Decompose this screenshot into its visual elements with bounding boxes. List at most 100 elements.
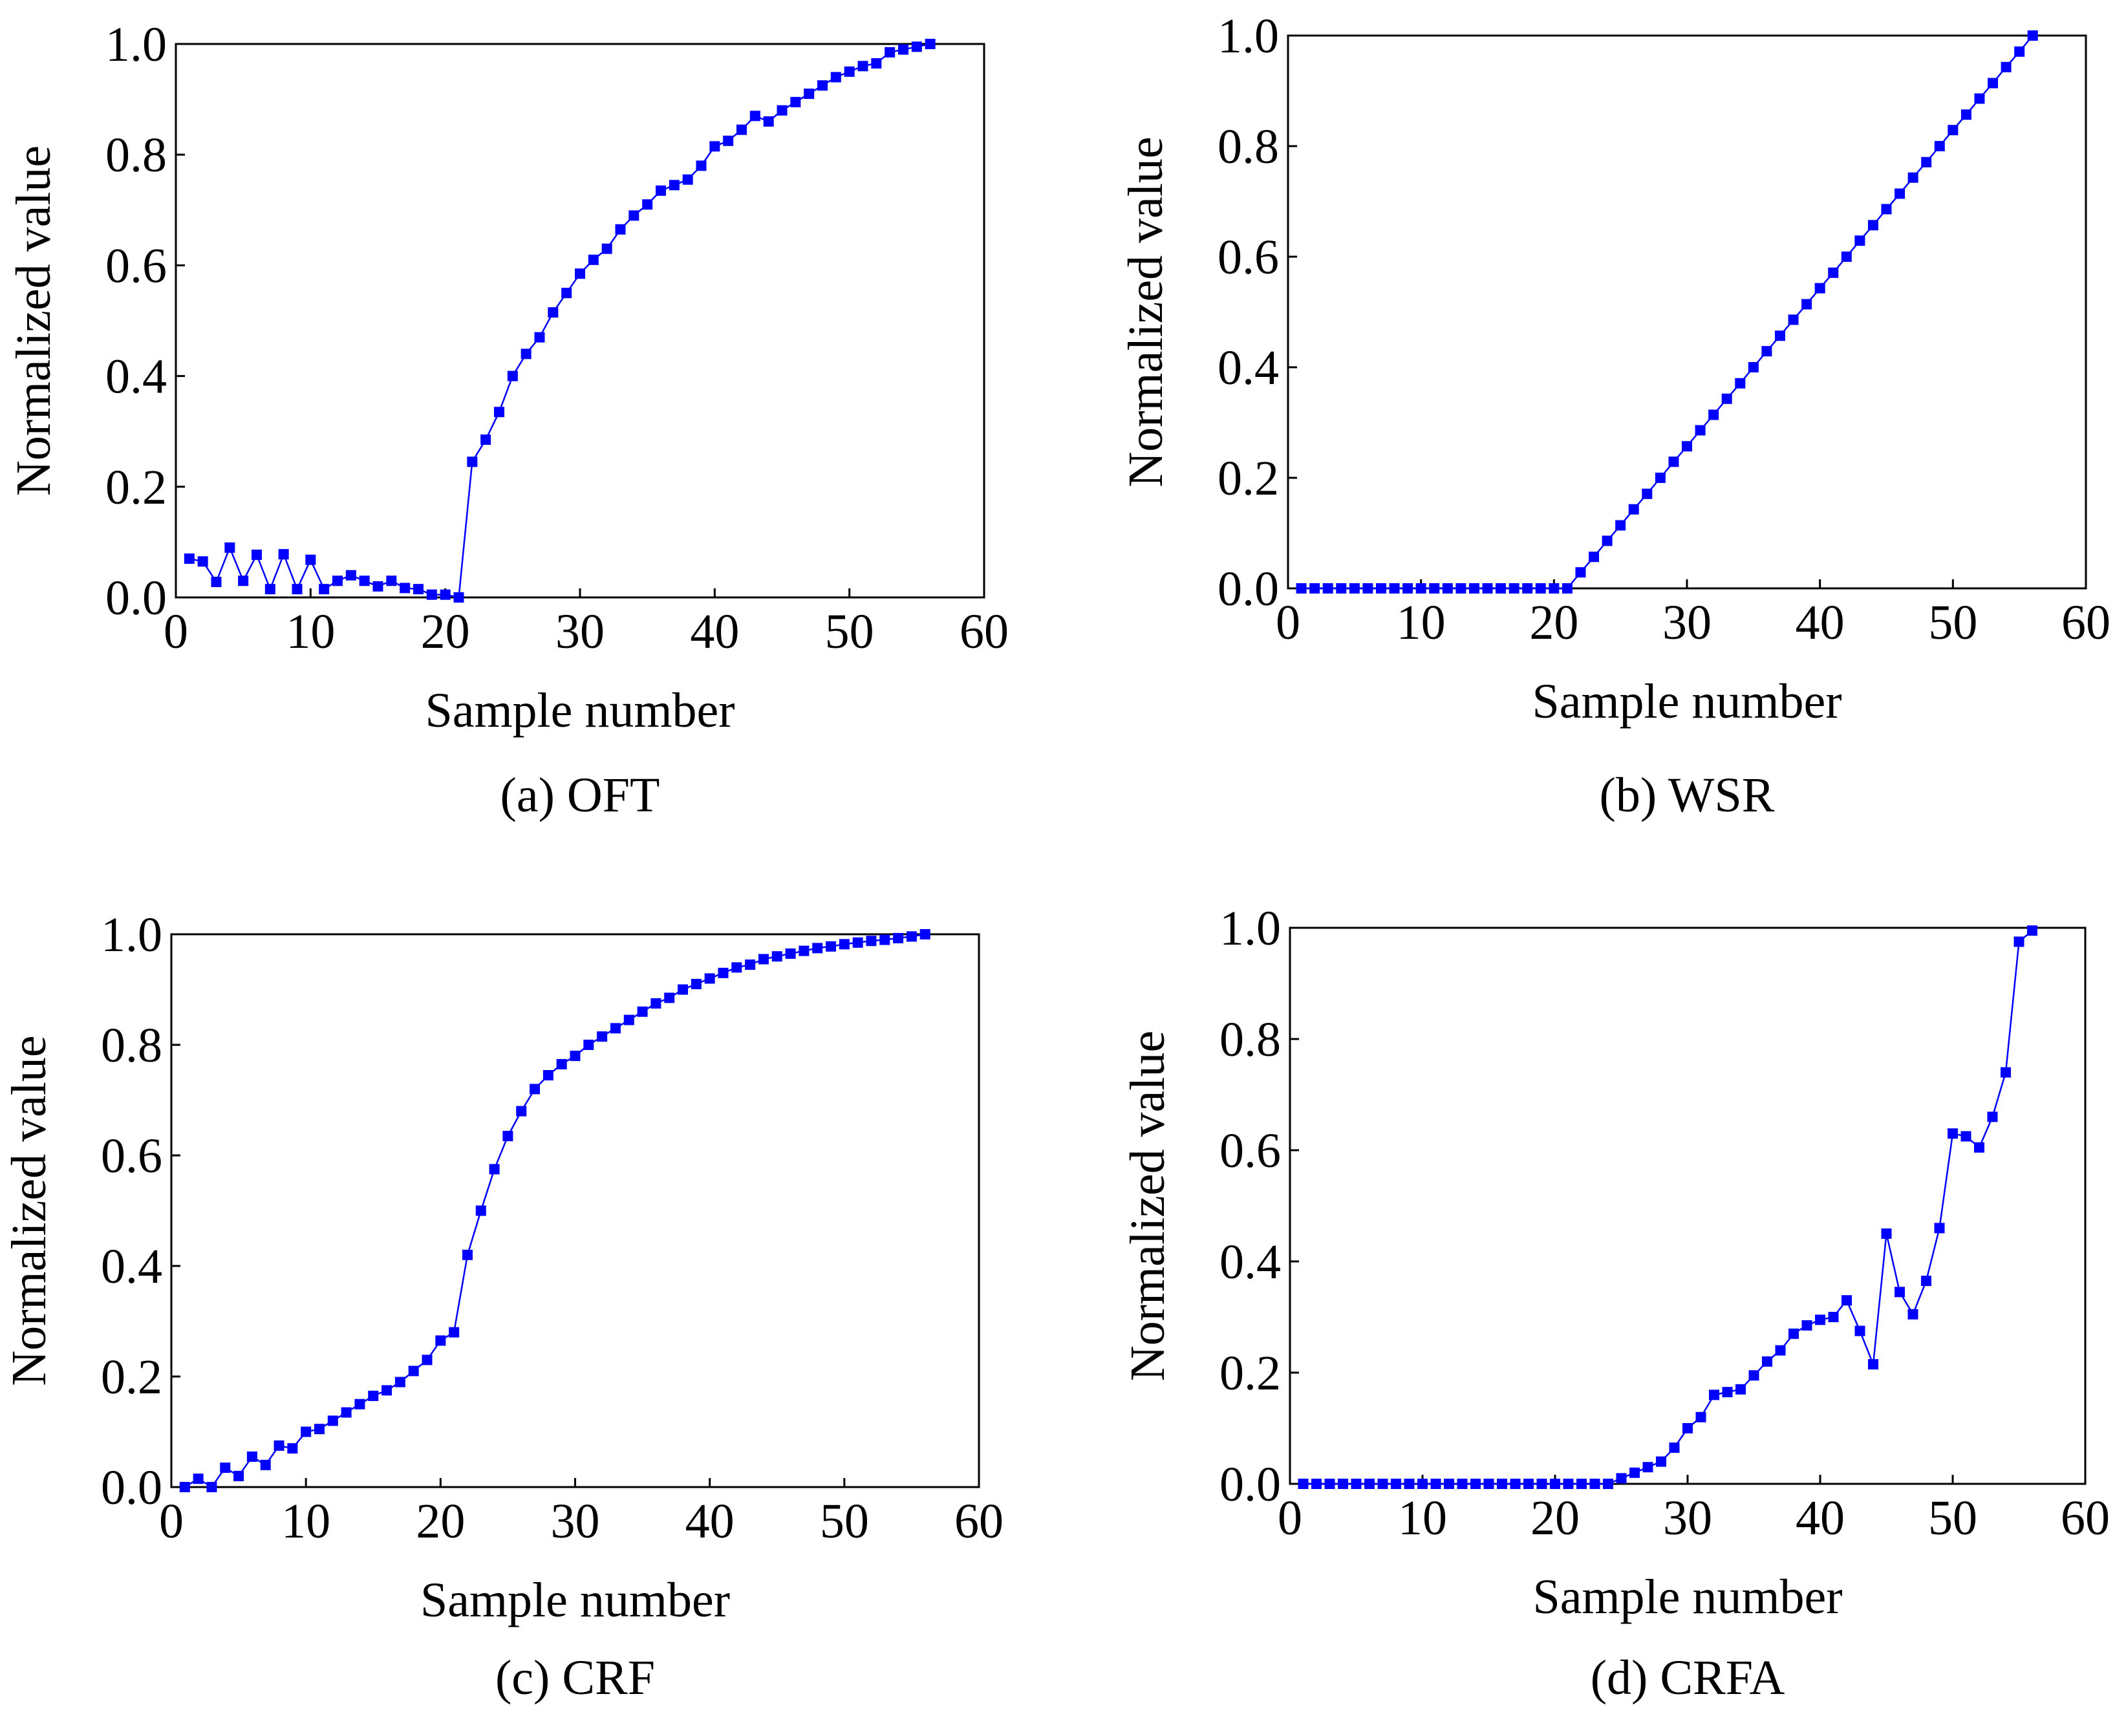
data-point (1948, 125, 1959, 136)
data-point (1881, 204, 1892, 215)
series-line (1303, 930, 2033, 1485)
data-point (919, 929, 930, 939)
data-point (179, 1482, 190, 1492)
data-point (193, 1473, 204, 1484)
x-tick-label: 50 (820, 1494, 869, 1548)
data-point (1960, 109, 1971, 120)
data-point (1828, 1312, 1839, 1322)
x-tick-label: 10 (1398, 1491, 1447, 1545)
chart-panel-d: 0 10 20 30 40 50 60 0.0 0.2 0.4 0.6 0.8 1.0 Sample nu… (1121, 901, 2110, 1705)
data-point (1708, 409, 1719, 420)
x-tick-label: 60 (2061, 1491, 2110, 1545)
data-point (1895, 188, 1906, 199)
y-tick-label: 1.0 (101, 908, 162, 962)
data-point (893, 932, 904, 943)
data-point (467, 456, 478, 467)
y-tick-label: 0.8 (1218, 120, 1279, 174)
data-point (718, 967, 729, 978)
x-tick-label: 10 (286, 605, 335, 659)
series-line (189, 43, 930, 599)
y-tick-label: 0.8 (101, 1018, 162, 1073)
data-point (354, 1398, 365, 1409)
data-point (1854, 1325, 1865, 1336)
x-tick-label: 0 (1276, 595, 1300, 650)
data-point (1907, 172, 1918, 183)
data-point (1402, 583, 1413, 594)
data-point (669, 180, 680, 191)
data-point (1442, 583, 1453, 594)
data-point (184, 553, 195, 564)
data-point (1668, 456, 1679, 467)
x-tick-label: 0 (164, 605, 188, 659)
data-point (1841, 1295, 1852, 1306)
y-axis-label: Normalized value (1119, 136, 1173, 487)
data-point (637, 1006, 648, 1017)
data-point (1455, 583, 1466, 594)
x-tick-label: 40 (685, 1494, 735, 1548)
series-line (1301, 35, 2034, 590)
x-tick-label: 20 (421, 605, 470, 659)
data-point (1774, 330, 1785, 341)
data-point (400, 583, 411, 594)
chart-panel-c: 0 10 20 30 40 50 60 0.0 0.2 0.4 0.6 0.8 1.0 Sample nu… (2, 908, 1004, 1705)
data-point (381, 1385, 392, 1396)
data-point (1722, 1387, 1733, 1398)
data-point (1655, 473, 1666, 483)
data-point (1921, 156, 1932, 167)
data-point (413, 584, 424, 595)
data-point (1430, 1479, 1441, 1489)
x-tick-label: 50 (1928, 595, 1977, 650)
data-point (480, 434, 491, 445)
data-point (583, 1040, 594, 1050)
data-point (386, 575, 397, 586)
data-point (2013, 936, 2024, 947)
data-point (1483, 1479, 1494, 1489)
data-point (1364, 1479, 1375, 1489)
data-point (871, 58, 882, 69)
data-point (704, 973, 715, 984)
data-point (1987, 1111, 1998, 1122)
x-tick-label: 30 (551, 1494, 600, 1548)
data-point (804, 89, 815, 100)
data-point (1496, 583, 1507, 594)
y-tick-label: 0.2 (1219, 1346, 1281, 1400)
data-point (274, 1440, 285, 1451)
data-point (777, 105, 788, 116)
data-point (1509, 583, 1519, 594)
data-point (1338, 1479, 1348, 1489)
x-tick-label: 10 (281, 1494, 330, 1548)
data-point (1748, 362, 1759, 372)
panel-caption: (a) OFT (500, 768, 660, 822)
plot-frame (1289, 927, 2087, 1485)
data-point (301, 1426, 312, 1437)
data-point (763, 116, 774, 127)
x-tick-label: 60 (960, 605, 1009, 659)
data-point (372, 581, 383, 592)
data-point (264, 584, 275, 595)
x-axis-label: Sample number (425, 683, 735, 738)
data-point (615, 224, 626, 235)
data-point (1642, 488, 1653, 499)
data-point (1988, 78, 1999, 89)
data-point (314, 1424, 325, 1435)
data-point (628, 210, 639, 221)
y-tick-label: 0.6 (101, 1129, 162, 1183)
data-point (906, 931, 917, 942)
data-point (2014, 46, 2025, 57)
data-point (211, 577, 222, 588)
data-point (898, 44, 908, 55)
data-point (1615, 520, 1626, 531)
data-point (1801, 299, 1812, 310)
data-point (1298, 1479, 1309, 1489)
data-point (785, 948, 796, 959)
data-point (1907, 1309, 1918, 1320)
data-point (1867, 220, 1878, 231)
data-point (1429, 583, 1440, 594)
data-point (1562, 583, 1573, 594)
data-point (879, 934, 890, 945)
x-tick-label: 30 (1662, 595, 1712, 650)
data-point (709, 141, 720, 152)
data-point (830, 72, 841, 83)
data-point (588, 254, 599, 265)
data-point (1761, 346, 1772, 357)
